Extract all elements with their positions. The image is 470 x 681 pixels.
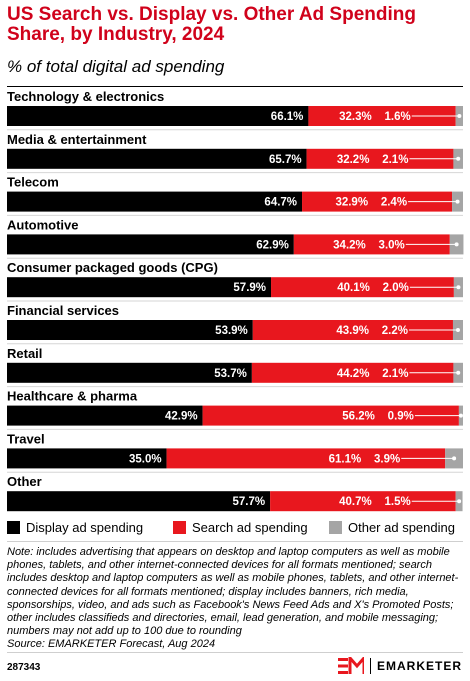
stacked-bar-chart: Technology & electronics 66.1% 32.3% 1.6% Me… bbox=[7, 89, 464, 512]
brand-name: EMARKETER bbox=[376, 659, 462, 673]
data-label-search: 32.3% bbox=[339, 111, 372, 123]
data-label-other: 3.9% bbox=[374, 453, 400, 465]
legend-swatch-search bbox=[173, 520, 186, 534]
category-label: Other bbox=[7, 474, 42, 489]
data-label-search: 61.1% bbox=[329, 453, 362, 465]
data-label-search: 40.7% bbox=[339, 496, 372, 508]
bar-segment-display bbox=[7, 448, 167, 469]
bar-segment-search bbox=[270, 491, 456, 512]
data-label-other: 2.2% bbox=[382, 325, 408, 337]
data-label-search: 43.9% bbox=[336, 325, 369, 337]
leader-dot bbox=[455, 328, 460, 332]
data-label-other: 2.1% bbox=[382, 368, 408, 380]
category-label: Automotive bbox=[7, 217, 79, 232]
bar-segment-search bbox=[306, 148, 454, 169]
data-label-search: 32.2% bbox=[337, 154, 370, 166]
legend-item-other: Other ad spending bbox=[329, 518, 455, 536]
leader-dot bbox=[456, 285, 461, 290]
bar-segment-display bbox=[7, 191, 303, 212]
legend-label-search: Search ad spending bbox=[192, 519, 308, 535]
leader-dot bbox=[456, 370, 461, 375]
data-label-other: 2.0% bbox=[383, 282, 409, 294]
bar-segment-display bbox=[7, 362, 252, 383]
bar-segment-search bbox=[252, 320, 453, 340]
data-label-search: 34.2% bbox=[333, 239, 366, 251]
bar-segment-display bbox=[7, 491, 271, 512]
bar-segment-search bbox=[302, 191, 453, 212]
bar-segment-display bbox=[7, 320, 253, 340]
legend-item-display: Display ad spending bbox=[7, 518, 143, 536]
legend-label-display: Display ad spending bbox=[26, 519, 144, 535]
em-logo-icon bbox=[337, 657, 364, 674]
data-label-display: 62.9% bbox=[256, 239, 289, 251]
data-label-display: 53.9% bbox=[215, 325, 248, 337]
data-label-other: 1.6% bbox=[384, 111, 410, 123]
category-label: Media & entertainment bbox=[7, 132, 147, 147]
bar-segment-search bbox=[251, 362, 454, 383]
category-label: Technology & electronics bbox=[7, 89, 164, 104]
leader-dot bbox=[456, 156, 461, 161]
bar-segment-display bbox=[7, 106, 309, 126]
category-label: Travel bbox=[7, 431, 45, 446]
footer: 287343 EMARKETER bbox=[0, 655, 470, 681]
category-label: Consumer packaged goods (CPG) bbox=[7, 260, 218, 275]
footer-rule bbox=[7, 652, 463, 653]
bar-segment-search bbox=[271, 277, 454, 298]
data-label-display: 35.0% bbox=[129, 453, 162, 465]
leader-dot bbox=[455, 199, 460, 204]
leader-dot bbox=[452, 456, 457, 461]
data-label-search: 40.1% bbox=[337, 282, 370, 294]
legend-swatch-display bbox=[7, 520, 20, 534]
bar-segment-search bbox=[308, 106, 456, 126]
data-label-search: 44.2% bbox=[337, 368, 370, 380]
note-text: Note: includes advertising that appears … bbox=[7, 546, 459, 638]
data-label-display: 53.7% bbox=[214, 368, 247, 380]
chart-title: US Search vs. Display vs. Other Ad Spend… bbox=[7, 4, 416, 45]
brand: EMARKETER bbox=[337, 657, 462, 675]
category-label: Retail bbox=[7, 346, 42, 361]
legend-item-search: Search ad spending bbox=[173, 518, 308, 536]
data-label-display: 64.7% bbox=[264, 197, 297, 209]
bar-segment-search bbox=[202, 405, 459, 426]
data-label-other: 1.5% bbox=[384, 496, 410, 508]
source-text: Source: EMARKETER Forecast, Aug 2024 bbox=[7, 638, 216, 651]
bar-segment-display bbox=[7, 277, 272, 298]
leader-dot bbox=[457, 499, 462, 504]
bar-segment-search bbox=[293, 234, 450, 255]
data-label-display: 57.9% bbox=[233, 282, 266, 294]
category-label: Financial services bbox=[7, 303, 119, 318]
legend-swatch-other bbox=[329, 520, 342, 534]
chart-id: 287343 bbox=[7, 662, 41, 673]
footnote: Note: includes advertising that appears … bbox=[7, 546, 467, 652]
data-label-display: 57.7% bbox=[233, 496, 266, 508]
data-label-other: 2.4% bbox=[381, 197, 407, 209]
bar-segment-display bbox=[7, 148, 307, 169]
legend-label-other: Other ad spending bbox=[348, 519, 455, 535]
category-label: Healthcare & pharma bbox=[7, 389, 138, 404]
data-label-display: 65.7% bbox=[269, 154, 302, 166]
leader-dot bbox=[454, 242, 459, 247]
data-label-other: 3.0% bbox=[379, 239, 405, 251]
bar-segment-display bbox=[7, 234, 294, 255]
leader-dot bbox=[458, 413, 463, 418]
top-rule bbox=[7, 86, 463, 87]
leader-dot bbox=[457, 114, 462, 118]
data-label-other: 0.9% bbox=[388, 411, 414, 423]
data-label-display: 66.1% bbox=[271, 111, 304, 123]
bar-segment-display bbox=[7, 405, 203, 426]
data-label-display: 42.9% bbox=[165, 411, 198, 423]
data-label-other: 2.1% bbox=[382, 154, 408, 166]
chart-subtitle: % of total digital ad spending bbox=[7, 57, 225, 76]
data-label-search: 32.9% bbox=[335, 197, 368, 209]
data-label-search: 56.2% bbox=[342, 411, 375, 423]
note-rule bbox=[7, 541, 463, 542]
brand-separator bbox=[369, 658, 371, 674]
category-label: Telecom bbox=[7, 175, 59, 190]
legend: Display ad spending Search ad spending O… bbox=[7, 518, 467, 536]
bar-segment-search bbox=[166, 448, 446, 469]
